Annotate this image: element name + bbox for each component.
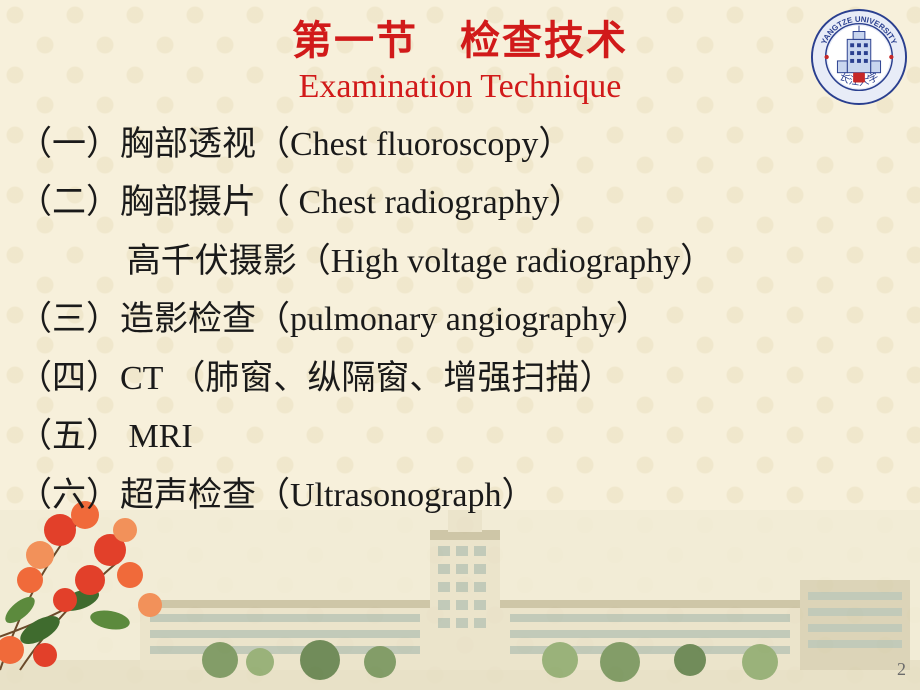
list-item: （三）造影检查（pulmonary angiography）: [18, 291, 902, 349]
item-english: Chest fluoroscopy: [290, 126, 538, 163]
item-english: Chest radiography: [299, 184, 549, 221]
slide-content: 第一节 检查技术 Examination Technique （一）胸部透视（C…: [0, 0, 920, 525]
paren-open: （: [297, 243, 331, 280]
paren-close: ）: [502, 477, 536, 514]
paren-open: （: [256, 126, 290, 163]
item-number: （四）: [18, 360, 120, 397]
item-number: （一）: [18, 126, 120, 163]
list-item: （二）胸部摄片（ Chest radiography）: [18, 174, 902, 232]
title-chinese: 第一节 检查技术: [18, 8, 902, 66]
paren-close: ）: [538, 126, 572, 163]
list-item: （五） MRI: [18, 408, 902, 466]
item-chinese: MRI: [129, 418, 193, 455]
item-chinese: 高千伏摄影: [127, 243, 297, 280]
item-chinese: 造影检查: [120, 301, 256, 338]
item-english: Ultrasonograph: [290, 477, 502, 514]
item-chinese: 超声检查: [120, 477, 256, 514]
item-chinese: CT （肺窗、纵隔窗、增强扫描）: [120, 360, 613, 397]
paren-open: （: [256, 184, 299, 221]
list-item: （四）CT （肺窗、纵隔窗、增强扫描）: [18, 350, 902, 408]
list-item: （六）超声检查（Ultrasonograph）: [18, 467, 902, 525]
title-english: Examination Technique: [18, 68, 902, 106]
paren-open: （: [256, 301, 290, 338]
item-list: （一）胸部透视（Chest fluoroscopy）（二）胸部摄片（ Chest…: [18, 116, 902, 525]
item-chinese: 胸部透视: [120, 126, 256, 163]
item-english: High voltage radiography: [331, 243, 680, 280]
paren-close: ）: [680, 243, 714, 280]
list-item: （一）胸部透视（Chest fluoroscopy）: [18, 116, 902, 174]
page-number: 2: [897, 659, 906, 680]
item-number: （五）: [18, 418, 129, 455]
item-number: （三）: [18, 301, 120, 338]
item-english: pulmonary angiography: [290, 301, 616, 338]
item-number: （二）: [18, 184, 120, 221]
paren-close: ）: [616, 301, 650, 338]
paren-open: （: [256, 477, 290, 514]
item-chinese: 胸部摄片: [120, 184, 256, 221]
paren-close: ）: [549, 184, 583, 221]
item-number: （六）: [18, 477, 120, 514]
university-logo: YANGTZE UNIVERSITY 长江大学: [810, 8, 908, 106]
list-item: 高千伏摄影（High voltage radiography）: [18, 233, 902, 291]
